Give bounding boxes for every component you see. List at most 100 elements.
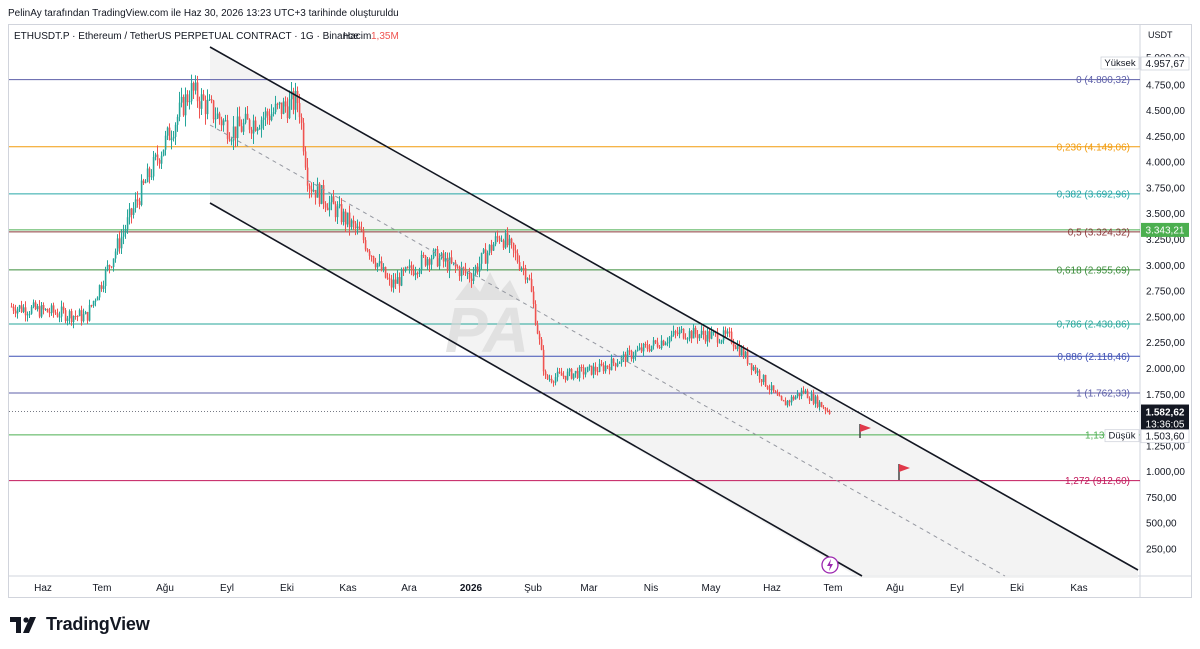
candle (102, 280, 105, 293)
candle (604, 361, 607, 374)
candle (690, 330, 693, 344)
candle (768, 384, 771, 395)
candle (366, 248, 369, 253)
candle (504, 229, 507, 250)
candle (642, 342, 645, 357)
candle (576, 367, 579, 379)
candle (178, 91, 181, 122)
fib-level-label: 1,272 (912,60) (1065, 476, 1130, 487)
candle (394, 273, 397, 289)
candle (458, 265, 461, 281)
candle (282, 97, 285, 115)
fib-level-label: 0,786 (2.430,86) (1057, 320, 1130, 331)
candle (96, 296, 99, 301)
y-tick-label: 750,00 (1146, 493, 1177, 504)
candlestick-series[interactable] (10, 74, 831, 415)
candle (574, 370, 577, 378)
candle (622, 351, 625, 362)
candle (228, 132, 231, 142)
channel-lower-line[interactable] (209, 202, 863, 577)
candle (668, 335, 671, 348)
candle (716, 328, 719, 347)
candle (498, 235, 501, 244)
candle (312, 182, 315, 193)
flag-icon[interactable] (859, 424, 871, 438)
candle (100, 281, 103, 292)
x-tick-label: Şub (524, 583, 542, 594)
candle (778, 391, 781, 397)
candle (818, 400, 821, 411)
candle (672, 325, 675, 337)
candle (128, 202, 131, 225)
lightning-icon[interactable] (821, 556, 839, 574)
candle (250, 126, 253, 140)
candle (322, 179, 325, 210)
candle (32, 299, 35, 309)
candle (14, 304, 17, 318)
candle (782, 399, 785, 402)
channel-midline (209, 124, 1006, 577)
candle (700, 325, 703, 339)
candle (84, 310, 87, 315)
chart-frame[interactable] (8, 24, 1192, 598)
watermark-logo: PA (445, 272, 529, 366)
channel-upper-line[interactable] (209, 46, 1139, 571)
candle (556, 367, 559, 382)
flag-icon[interactable] (898, 464, 910, 480)
candle (24, 301, 27, 322)
high-price-tag: Yüksek 4.957,67 (1100, 56, 1190, 71)
candle (788, 399, 791, 407)
candle (258, 124, 261, 130)
candle (180, 87, 183, 108)
tradingview-logo[interactable]: TradingView (10, 614, 150, 635)
candle (606, 365, 609, 370)
fib-level-lines (9, 79, 1140, 482)
candle (92, 300, 95, 308)
candle (362, 227, 365, 244)
candle (496, 230, 499, 243)
x-tick-label: Eki (1010, 583, 1024, 594)
candle (332, 189, 335, 205)
price-axis[interactable]: 250,00500,00750,001.000,001.250,001.500,… (1146, 80, 1185, 555)
candle (582, 364, 585, 380)
candle (78, 308, 81, 317)
candle (552, 380, 555, 387)
currency-label: USDT (1148, 30, 1173, 40)
candle (34, 300, 37, 311)
candle (500, 235, 503, 242)
symbol-label[interactable]: ETHUSDT.P · Ethereum / TetherUS PERPETUA… (14, 31, 359, 42)
candle (122, 224, 125, 245)
candle (744, 350, 747, 359)
y-tick-label: 1.750,00 (1146, 390, 1185, 401)
candle (326, 203, 329, 211)
candle (164, 130, 167, 156)
candle (302, 117, 305, 156)
x-tick-label: Nis (644, 583, 658, 594)
candle (118, 231, 121, 254)
svg-text:1.582,62: 1.582,62 (1146, 408, 1185, 419)
candle (634, 349, 637, 361)
candle (478, 256, 481, 278)
time-axis[interactable]: Haz Tem Ağu Eyl Eki Kas Ara 2026 Şub Mar Nis May Haz… (34, 583, 1088, 594)
candle (226, 114, 229, 144)
candle (292, 87, 295, 115)
candle (666, 337, 669, 347)
candle (22, 304, 25, 314)
candle (806, 388, 809, 399)
candle (324, 201, 327, 213)
candle (494, 232, 497, 247)
descending-channel[interactable] (209, 46, 1139, 577)
candle (268, 108, 271, 126)
candle (648, 343, 651, 353)
candle (280, 102, 283, 120)
candle (534, 300, 537, 326)
candle (490, 239, 493, 255)
candle (616, 358, 619, 368)
candle (658, 344, 661, 349)
candle (54, 309, 57, 316)
candle (816, 394, 819, 409)
candle (520, 266, 523, 272)
candle (206, 89, 209, 120)
y-tick-label: 3.500,00 (1146, 209, 1185, 220)
